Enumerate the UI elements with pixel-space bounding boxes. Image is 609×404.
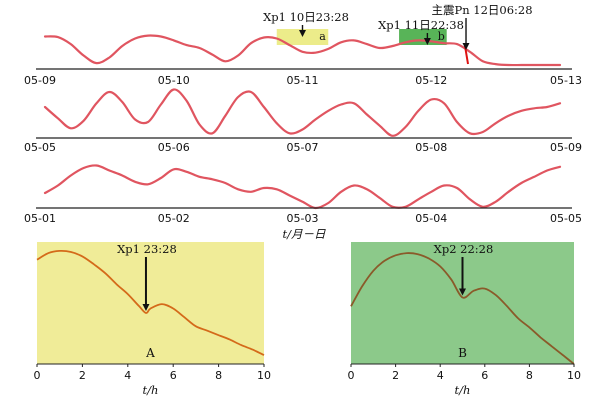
panel-b-annotation-arrow-head	[459, 288, 466, 296]
panel-b-tick-label: 6	[481, 369, 488, 382]
panel-a-tick-label: 0	[34, 369, 41, 382]
panel-b-annotation-arrow	[459, 257, 466, 296]
strip-3: 05-01 05-02 05-03 05-04 05-05	[24, 164, 582, 225]
panel-a-background	[37, 242, 264, 364]
panel-a-tick-label: 8	[215, 369, 222, 382]
panel-a-panel-label: A	[145, 346, 155, 360]
panel-a-annotation-arrow-head	[142, 303, 150, 311]
strip-2-series-line	[43, 88, 562, 137]
strip-2-tick-label: 05-08	[415, 141, 447, 154]
panel-b-annotation-label: Xp2 22:28	[434, 242, 494, 256]
mainshock-arrow-head	[462, 43, 470, 50]
strip-1-tick-label: 05-12	[415, 74, 447, 87]
annotation-arrow-1-head	[299, 30, 306, 37]
mainshock-label: 主震Pn 12日06:28	[431, 3, 532, 17]
panel-a-annotation-arrow	[142, 257, 150, 311]
panel-a: Xp1 23:28 A 0 2 4 6 8 10 t/h	[34, 242, 271, 397]
strip-2: 05-05 05-06 05-07 05-08 05-09	[24, 88, 582, 154]
highlight-box-label-a: a	[319, 30, 326, 43]
panel-b-xlabel: t/h	[455, 383, 471, 397]
strip-2-tick-label: 05-06	[158, 141, 190, 154]
strip-3-tick-label: 05-04	[415, 212, 447, 225]
strip-3-series-line	[43, 164, 562, 210]
strips-xlabel: t/月－日	[283, 227, 326, 241]
strip-3-tick-label: 05-03	[287, 212, 319, 225]
strip-2-tick-label: 05-09	[550, 141, 582, 154]
strip-1-tick-label: 05-09	[24, 74, 56, 87]
panel-b-tick-label: 2	[392, 369, 399, 382]
panel-a-tick-label: 4	[124, 369, 131, 382]
annotation-label-1: Xp1 10日23:28	[263, 10, 349, 24]
strip-3-tick-label: 05-01	[24, 212, 56, 225]
panel-a-tick-label: 6	[170, 369, 177, 382]
annotation-arrow-2	[423, 33, 431, 45]
panel-a-xlabel: t/h	[143, 383, 159, 397]
annotation-label-2: Xp1 11日22:38	[378, 18, 464, 32]
strip-2-tick-label: 05-05	[24, 141, 56, 154]
highlight-box-label-b: b	[438, 30, 445, 43]
strip-1-tick-label: 05-13	[550, 74, 582, 87]
annotation-arrow-1	[299, 25, 306, 37]
panel-b-tick-label: 8	[526, 369, 533, 382]
strip-3-tick-label: 05-02	[158, 212, 190, 225]
panel-b-panel-label: B	[458, 346, 467, 360]
panel-a-tick-label: 10	[257, 369, 271, 382]
strip-1-series-line	[43, 34, 562, 67]
strip-1: a b 05-09 05-10 05-11 05-12 05-13 Xp1 10日23:28 X…	[24, 3, 582, 87]
panel-b-tick-label: 0	[348, 369, 355, 382]
panel-b-tick-label: 4	[437, 369, 444, 382]
panel-a-annotation-label: Xp1 23:28	[117, 242, 177, 256]
strip-3-tick-label: 05-05	[550, 212, 582, 225]
strip-2-tick-label: 05-07	[287, 141, 319, 154]
strip-1-tick-label: 05-10	[158, 74, 190, 87]
panel-b: Xp2 22:28 B 0 2 4 6 8 10 t/h	[348, 242, 581, 397]
annotation-arrow-2-head	[423, 38, 431, 45]
panel-b-tick-label: 10	[567, 369, 581, 382]
panel-b-series-line	[350, 252, 575, 365]
mainshock-arrow	[462, 18, 470, 50]
strip-1-tick-label: 05-11	[287, 74, 319, 87]
panel-a-series-line	[36, 249, 265, 356]
panel-a-tick-label: 2	[79, 369, 86, 382]
